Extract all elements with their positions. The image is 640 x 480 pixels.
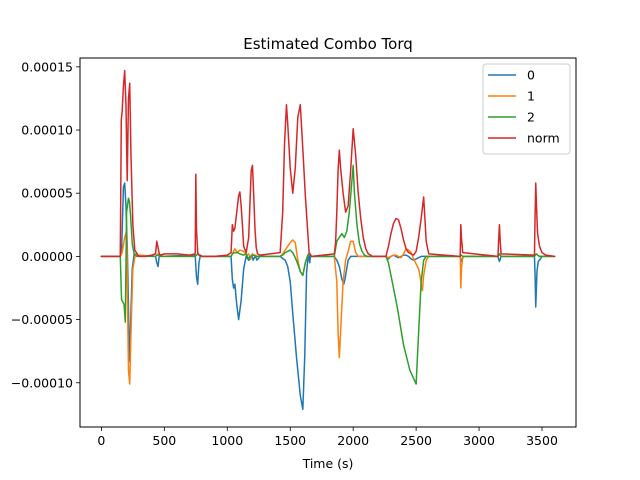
x-tick-label: 500	[152, 433, 176, 448]
legend-box	[482, 63, 571, 155]
x-axis: 0 500 1000 1500 2000 2500 3000 3500	[97, 427, 558, 448]
legend-label-0: 0	[527, 68, 535, 83]
legend-label-2: 2	[527, 110, 535, 125]
legend: 0 1 2 norm	[482, 63, 571, 155]
legend-label-norm: norm	[527, 131, 560, 146]
x-tick-label: 2000	[337, 433, 369, 448]
x-tick-label: 1500	[274, 433, 306, 448]
x-tick-label: 2500	[400, 433, 432, 448]
y-tick-label: −0.00010	[11, 375, 73, 390]
y-tick-label: 0.00015	[21, 59, 73, 74]
y-tick-label: 0.00000	[21, 249, 73, 264]
x-tick-label: 3000	[463, 433, 495, 448]
x-tick-label: 3500	[526, 433, 558, 448]
plot-lines	[100, 69, 556, 411]
x-tick-label: 0	[97, 433, 105, 448]
y-tick-label: 0.00010	[21, 123, 73, 138]
x-axis-label: Time (s)	[302, 456, 354, 471]
y-tick-label: −0.00005	[11, 312, 73, 327]
plot-frame	[79, 57, 577, 428]
legend-label-1: 1	[527, 89, 535, 104]
y-tick-label: 0.00005	[21, 186, 73, 201]
x-tick-label: 1000	[211, 433, 243, 448]
y-axis: −0.00010 −0.00005 0.00000 0.00005 0.00010 0.0…	[11, 59, 80, 390]
chart-title: Estimated Combo Torq	[243, 35, 413, 53]
series-line-norm	[100, 69, 556, 258]
